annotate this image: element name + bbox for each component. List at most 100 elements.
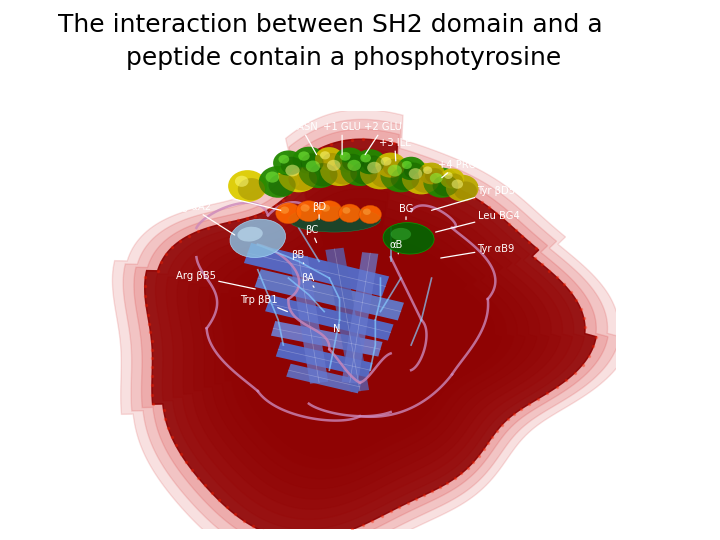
Circle shape xyxy=(423,167,460,198)
Text: Tyr αB9: Tyr αB9 xyxy=(441,244,515,258)
Circle shape xyxy=(309,163,338,186)
Text: Arg αA2: Arg αA2 xyxy=(171,202,235,235)
Text: The interaction between SH2 domain and a: The interaction between SH2 domain and a xyxy=(58,14,602,37)
Text: BG: BG xyxy=(399,204,413,219)
Polygon shape xyxy=(112,110,631,540)
Circle shape xyxy=(402,161,412,169)
Circle shape xyxy=(321,204,330,212)
Polygon shape xyxy=(255,269,404,320)
Polygon shape xyxy=(286,364,362,393)
Circle shape xyxy=(296,201,322,221)
Circle shape xyxy=(289,167,317,191)
Circle shape xyxy=(327,160,341,171)
Circle shape xyxy=(306,160,320,172)
Polygon shape xyxy=(289,256,328,384)
Circle shape xyxy=(375,152,406,178)
Circle shape xyxy=(451,179,463,189)
Circle shape xyxy=(381,157,392,166)
Circle shape xyxy=(351,162,377,185)
Circle shape xyxy=(387,165,402,177)
Text: βC: βC xyxy=(305,225,318,242)
Polygon shape xyxy=(134,129,608,540)
Ellipse shape xyxy=(391,228,411,240)
Circle shape xyxy=(338,204,361,222)
Text: Arg βB5: Arg βB5 xyxy=(176,272,255,289)
Circle shape xyxy=(363,156,384,173)
Circle shape xyxy=(397,157,426,180)
Polygon shape xyxy=(244,243,390,296)
Circle shape xyxy=(433,175,459,196)
Circle shape xyxy=(446,173,463,187)
Circle shape xyxy=(285,165,300,177)
Circle shape xyxy=(440,168,464,188)
Circle shape xyxy=(347,160,361,171)
Polygon shape xyxy=(177,169,561,509)
Circle shape xyxy=(418,163,445,184)
Polygon shape xyxy=(145,139,596,540)
Circle shape xyxy=(298,151,310,161)
Circle shape xyxy=(423,166,432,174)
Circle shape xyxy=(367,162,382,173)
Circle shape xyxy=(281,157,302,174)
Polygon shape xyxy=(220,208,513,469)
Text: βB: βB xyxy=(291,250,305,264)
Circle shape xyxy=(279,155,289,164)
Circle shape xyxy=(425,168,444,183)
Circle shape xyxy=(343,207,351,214)
Circle shape xyxy=(355,149,386,174)
Polygon shape xyxy=(156,149,585,530)
Circle shape xyxy=(370,164,399,188)
Circle shape xyxy=(430,173,443,184)
Ellipse shape xyxy=(238,227,263,241)
Circle shape xyxy=(342,154,364,171)
Text: βD: βD xyxy=(312,202,326,219)
Circle shape xyxy=(380,159,421,192)
Ellipse shape xyxy=(289,207,380,232)
Circle shape xyxy=(404,163,424,179)
Circle shape xyxy=(444,172,453,179)
Circle shape xyxy=(299,154,340,188)
Polygon shape xyxy=(123,119,620,540)
Circle shape xyxy=(315,147,343,171)
Text: βA: βA xyxy=(301,273,315,287)
Text: peptide contain a phosphotyrosine: peptide contain a phosphotyrosine xyxy=(126,46,562,70)
Circle shape xyxy=(235,176,248,187)
Text: αB: αB xyxy=(389,240,402,254)
Text: -1 ASN: -1 ASN xyxy=(284,123,318,154)
Circle shape xyxy=(454,181,477,200)
Circle shape xyxy=(320,154,359,186)
Circle shape xyxy=(266,172,279,183)
Text: Tyr βD5: Tyr βD5 xyxy=(431,186,516,210)
Ellipse shape xyxy=(230,219,286,258)
Text: +2 GLU: +2 GLU xyxy=(364,123,402,154)
Circle shape xyxy=(317,201,342,221)
Circle shape xyxy=(322,153,342,170)
Circle shape xyxy=(340,152,351,161)
Circle shape xyxy=(363,208,371,215)
Circle shape xyxy=(278,159,319,192)
Circle shape xyxy=(280,206,289,214)
Circle shape xyxy=(258,166,297,198)
Circle shape xyxy=(320,151,330,159)
Polygon shape xyxy=(210,198,526,479)
Polygon shape xyxy=(265,295,394,341)
Circle shape xyxy=(301,153,323,172)
Circle shape xyxy=(238,178,265,200)
Circle shape xyxy=(269,174,296,196)
Text: +4 PRO: +4 PRO xyxy=(438,160,477,178)
Circle shape xyxy=(276,202,301,224)
Polygon shape xyxy=(188,179,549,499)
Text: Leu BG4: Leu BG4 xyxy=(436,211,519,232)
Polygon shape xyxy=(276,342,373,377)
Text: N: N xyxy=(333,324,341,334)
Circle shape xyxy=(341,154,379,186)
Text: -2 PRO: -2 PRO xyxy=(218,139,255,167)
Text: +1 GLU: +1 GLU xyxy=(323,123,361,154)
Circle shape xyxy=(402,163,441,194)
Polygon shape xyxy=(271,321,382,356)
Circle shape xyxy=(359,205,382,224)
Text: P-TYR: P-TYR xyxy=(184,185,281,210)
Circle shape xyxy=(228,170,267,202)
Circle shape xyxy=(360,153,371,163)
Circle shape xyxy=(360,156,401,190)
